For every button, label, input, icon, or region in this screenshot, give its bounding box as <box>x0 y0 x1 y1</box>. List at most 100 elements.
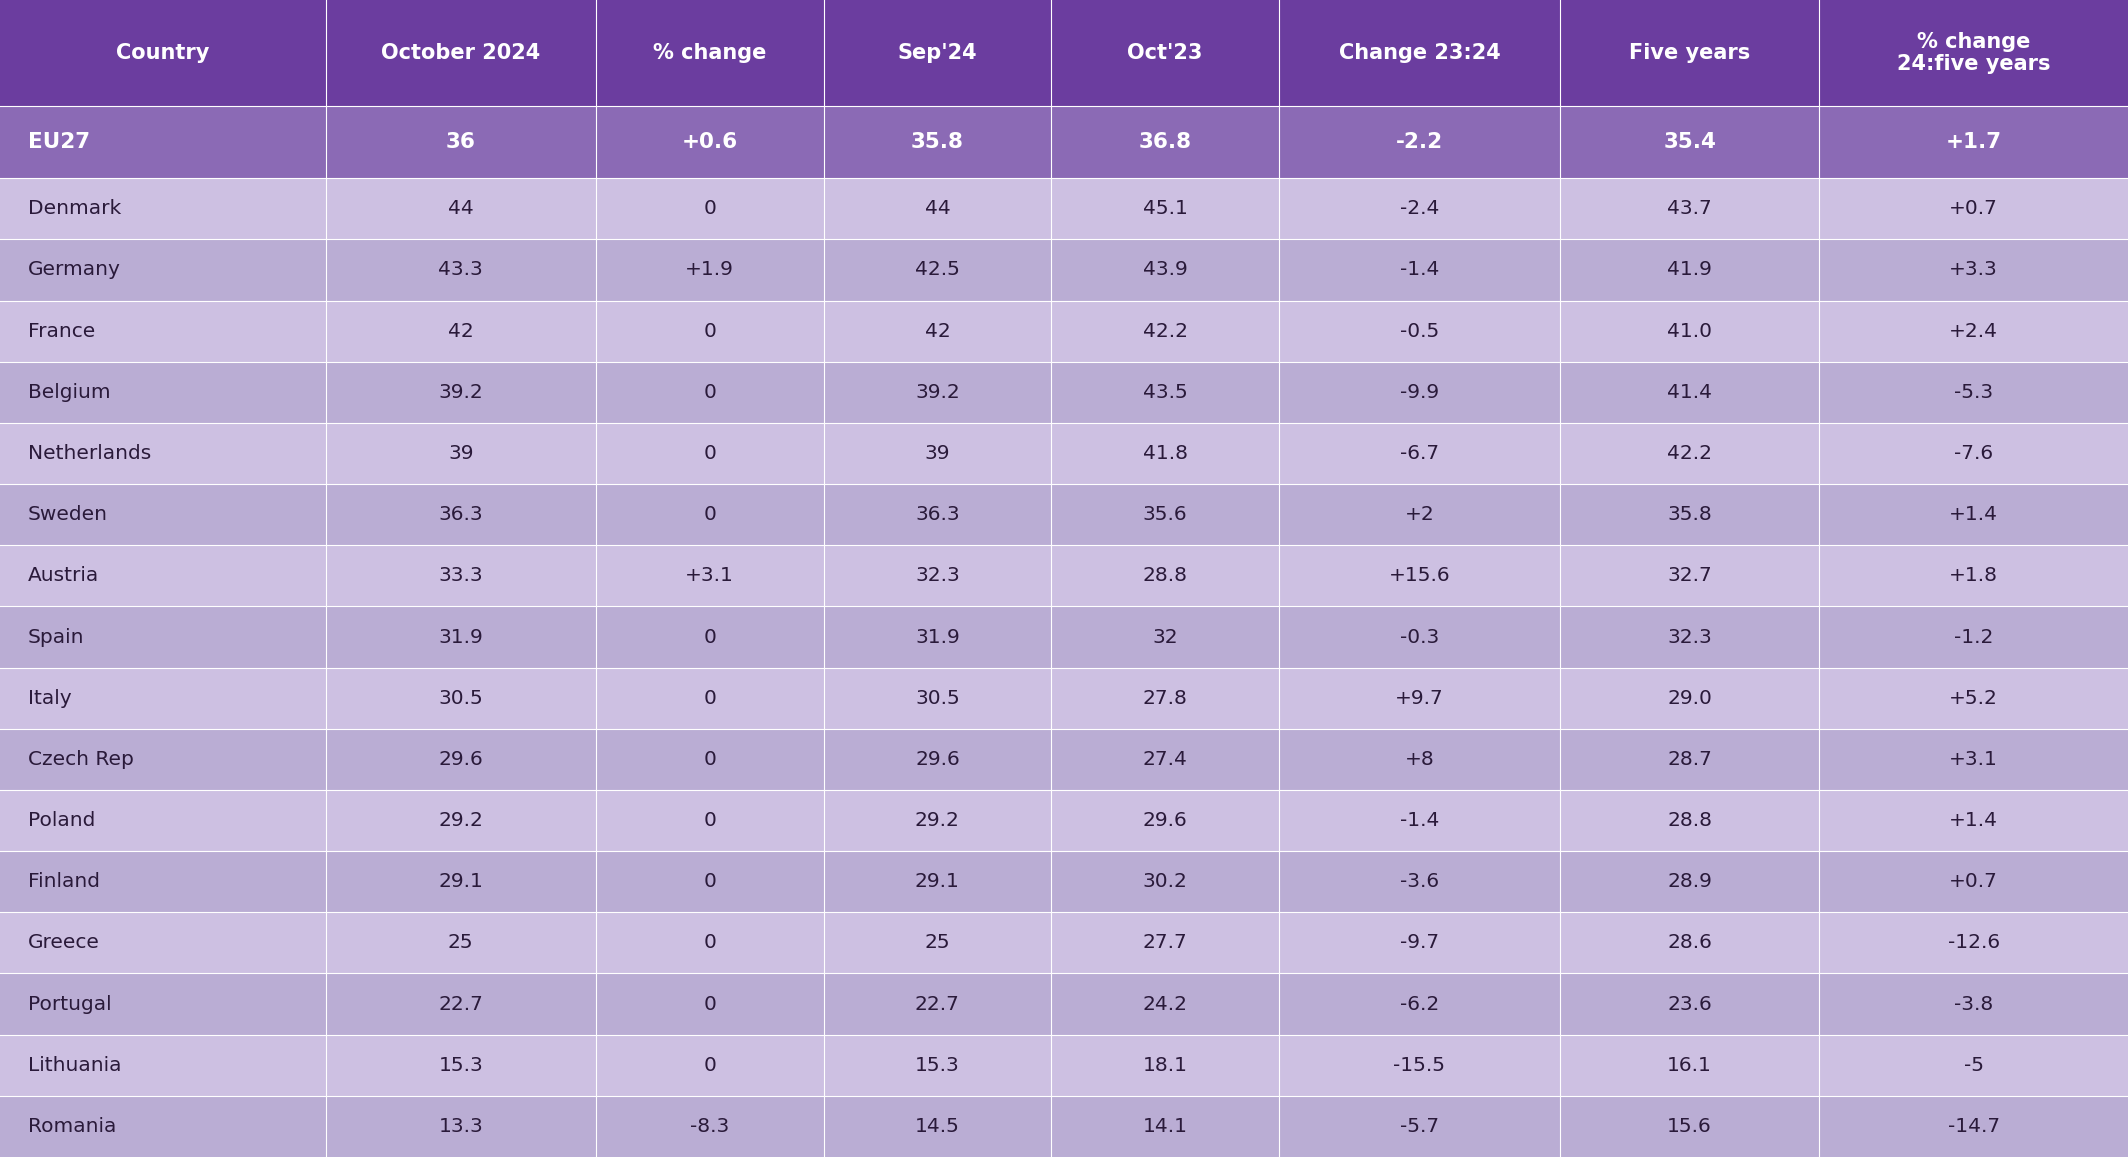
Bar <box>1560 606 1819 668</box>
Text: -9.7: -9.7 <box>1400 934 1439 952</box>
Bar <box>824 106 1051 178</box>
Text: +5.2: +5.2 <box>1949 688 1998 708</box>
Text: 39: 39 <box>449 444 472 463</box>
Text: -1.4: -1.4 <box>1400 260 1439 280</box>
Text: -6.2: -6.2 <box>1400 995 1439 1014</box>
Bar <box>1051 362 1279 422</box>
Text: 35.4: 35.4 <box>1664 132 1715 153</box>
Bar <box>0 484 326 545</box>
Text: Portugal: Portugal <box>28 995 111 1014</box>
Text: 29.1: 29.1 <box>915 872 960 891</box>
Bar <box>1819 1096 2128 1157</box>
Bar <box>1279 178 1560 239</box>
Bar <box>1051 422 1279 484</box>
Bar <box>1279 790 1560 852</box>
Text: Five years: Five years <box>1630 43 1749 64</box>
Text: 0: 0 <box>702 934 717 952</box>
Text: 28.9: 28.9 <box>1666 872 1713 891</box>
Text: 44: 44 <box>924 199 951 219</box>
Bar <box>326 852 596 912</box>
Bar <box>326 973 596 1034</box>
Bar <box>824 545 1051 606</box>
Bar <box>0 362 326 422</box>
Text: 13.3: 13.3 <box>438 1117 483 1136</box>
Text: 29.6: 29.6 <box>1143 811 1187 830</box>
Text: EU27: EU27 <box>28 132 89 153</box>
Text: -1.4: -1.4 <box>1400 811 1439 830</box>
Bar <box>596 912 824 973</box>
Bar <box>596 545 824 606</box>
Text: 24.2: 24.2 <box>1143 995 1187 1014</box>
Text: 32.3: 32.3 <box>1666 627 1713 647</box>
Bar <box>1819 852 2128 912</box>
Text: 30.5: 30.5 <box>915 688 960 708</box>
Bar <box>596 790 824 852</box>
Text: Spain: Spain <box>28 627 85 647</box>
Text: 30.2: 30.2 <box>1143 872 1187 891</box>
Text: +1.8: +1.8 <box>1949 566 1998 585</box>
Bar <box>1560 852 1819 912</box>
Bar <box>326 1096 596 1157</box>
Text: -3.8: -3.8 <box>1954 995 1994 1014</box>
Text: -7.6: -7.6 <box>1954 444 1994 463</box>
Bar <box>326 0 596 106</box>
Bar <box>1279 545 1560 606</box>
Bar <box>1560 668 1819 729</box>
Bar <box>0 912 326 973</box>
Text: +0.7: +0.7 <box>1949 199 1998 219</box>
Bar <box>824 301 1051 362</box>
Text: +3.1: +3.1 <box>1949 750 1998 769</box>
Text: 0: 0 <box>702 322 717 340</box>
Bar <box>1051 0 1279 106</box>
Bar <box>1279 668 1560 729</box>
Text: 42.2: 42.2 <box>1666 444 1713 463</box>
Text: 0: 0 <box>702 383 717 401</box>
Text: Italy: Italy <box>28 688 72 708</box>
Text: Country: Country <box>117 43 209 64</box>
Bar <box>1051 729 1279 790</box>
Text: 41.9: 41.9 <box>1666 260 1713 280</box>
Bar <box>1279 912 1560 973</box>
Text: 14.1: 14.1 <box>1143 1117 1187 1136</box>
Text: Romania: Romania <box>28 1117 117 1136</box>
Text: 35.6: 35.6 <box>1143 506 1187 524</box>
Bar <box>0 790 326 852</box>
Bar <box>1051 1096 1279 1157</box>
Bar <box>326 106 596 178</box>
Bar <box>1819 912 2128 973</box>
Bar <box>1279 422 1560 484</box>
Bar <box>0 0 326 106</box>
Text: -8.3: -8.3 <box>689 1117 730 1136</box>
Bar <box>1279 1096 1560 1157</box>
Text: Netherlands: Netherlands <box>28 444 151 463</box>
Bar <box>824 0 1051 106</box>
Text: -6.7: -6.7 <box>1400 444 1439 463</box>
Text: Denmark: Denmark <box>28 199 121 219</box>
Bar <box>1279 484 1560 545</box>
Text: +0.7: +0.7 <box>1949 872 1998 891</box>
Text: 0: 0 <box>702 1055 717 1075</box>
Bar <box>326 729 596 790</box>
Bar <box>824 484 1051 545</box>
Text: 15.6: 15.6 <box>1666 1117 1713 1136</box>
Bar <box>824 362 1051 422</box>
Text: 0: 0 <box>702 872 717 891</box>
Bar <box>0 1096 326 1157</box>
Bar <box>326 484 596 545</box>
Bar <box>326 606 596 668</box>
Bar <box>596 0 824 106</box>
Bar <box>824 790 1051 852</box>
Bar <box>596 301 824 362</box>
Bar <box>596 606 824 668</box>
Text: Czech Rep: Czech Rep <box>28 750 134 769</box>
Text: +0.6: +0.6 <box>681 132 738 153</box>
Text: +1.7: +1.7 <box>1945 132 2002 153</box>
Bar <box>1560 178 1819 239</box>
Bar <box>1051 668 1279 729</box>
Bar <box>1051 852 1279 912</box>
Text: 25: 25 <box>447 934 475 952</box>
Text: 42: 42 <box>447 322 475 340</box>
Bar <box>1819 484 2128 545</box>
Text: Lithuania: Lithuania <box>28 1055 121 1075</box>
Text: Poland: Poland <box>28 811 96 830</box>
